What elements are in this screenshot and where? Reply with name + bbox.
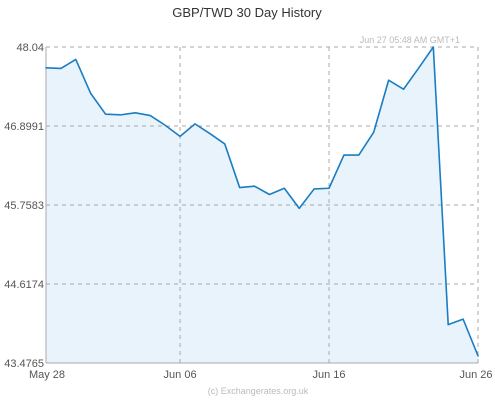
y-tick-label: 45.7583 bbox=[4, 200, 44, 212]
x-tick-label: Jun 06 bbox=[164, 369, 197, 381]
x-tick-label: Jun 16 bbox=[313, 369, 346, 381]
data-point bbox=[254, 185, 256, 187]
data-point bbox=[194, 123, 196, 125]
data-point bbox=[105, 113, 107, 115]
data-point bbox=[417, 67, 419, 69]
data-point bbox=[462, 318, 464, 320]
data-point bbox=[149, 115, 151, 117]
data-point bbox=[239, 187, 241, 189]
data-point bbox=[179, 135, 181, 137]
data-point bbox=[373, 131, 375, 133]
data-point bbox=[298, 207, 300, 209]
chart-timestamp: Jun 27 05:48 AM GMT+1 bbox=[360, 35, 460, 45]
data-point bbox=[358, 154, 360, 156]
data-point bbox=[343, 154, 345, 156]
data-point bbox=[90, 92, 92, 94]
y-tick-label: 43.4765 bbox=[4, 358, 44, 370]
y-tick-label: 48.04 bbox=[16, 42, 44, 54]
chart-watermark: (c) Exchangerates.org.uk bbox=[208, 386, 309, 396]
data-point bbox=[447, 324, 449, 326]
data-point bbox=[134, 112, 136, 114]
data-point bbox=[209, 133, 211, 135]
data-point bbox=[45, 67, 47, 69]
data-point bbox=[388, 79, 390, 81]
data-point bbox=[403, 88, 405, 90]
y-tick-label: 44.6174 bbox=[4, 279, 44, 291]
chart-title: GBP/TWD 30 Day History bbox=[172, 5, 322, 20]
series-line bbox=[45, 46, 479, 357]
data-point bbox=[60, 67, 62, 69]
y-tick-label: 46.8991 bbox=[4, 121, 44, 133]
data-point bbox=[75, 58, 77, 60]
data-point bbox=[224, 143, 226, 145]
x-tick-label: May 28 bbox=[29, 369, 65, 381]
data-point bbox=[268, 193, 270, 195]
data-point bbox=[328, 187, 330, 189]
data-point bbox=[164, 124, 166, 126]
data-point bbox=[283, 187, 285, 189]
data-point bbox=[432, 46, 434, 48]
data-point bbox=[477, 355, 479, 357]
data-point bbox=[313, 188, 315, 190]
x-tick-label: Jun 26 bbox=[459, 369, 492, 381]
data-point bbox=[119, 114, 121, 116]
